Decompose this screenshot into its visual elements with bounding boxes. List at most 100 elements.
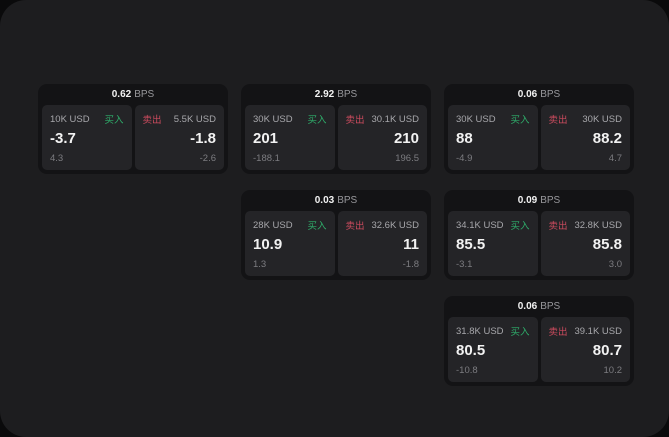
- sell-header-row: 卖出 39.1K USD: [548, 324, 623, 339]
- buy-price: 10.9: [253, 236, 283, 254]
- bps-unit-label: BPS: [540, 301, 561, 312]
- bps-unit-label: BPS: [337, 195, 358, 206]
- sell-price: 210: [393, 130, 419, 148]
- sell-quote-panel[interactable]: 卖出 32.6K USD 11 -1.8: [337, 211, 427, 276]
- sell-header-row: 卖出 30K USD: [548, 112, 623, 127]
- buy-size: 30K USD: [456, 113, 496, 125]
- card-header: 0.06 BPS: [444, 296, 634, 317]
- quote-card: 0.06 BPS 31.8K USD 买入 80.5 -10.8 卖出 39.1…: [444, 296, 634, 386]
- quote-panels: 10K USD 买入 -3.7 4.3 卖出 5.5K USD -1.8 -2.…: [38, 105, 228, 174]
- sell-side-label: 卖出: [548, 115, 568, 126]
- quote-card: 0.06 BPS 30K USD 买入 88 -4.9 卖出 30K USD 8…: [444, 84, 634, 174]
- quote-panels: 34.1K USD 买入 85.5 -3.1 卖出 32.8K USD 85.8…: [444, 211, 634, 280]
- buy-header-row: 30K USD 买入: [253, 112, 327, 127]
- buy-size: 31.8K USD: [456, 325, 504, 337]
- buy-quote-panel[interactable]: 34.1K USD 买入 85.5 -3.1: [448, 211, 538, 276]
- buy-delta: 4.3: [50, 153, 64, 164]
- buy-price: 88: [456, 130, 473, 148]
- buy-size: 34.1K USD: [456, 219, 504, 231]
- sell-quote-panel[interactable]: 卖出 32.8K USD 85.8 3.0: [540, 211, 630, 276]
- buy-side-label: 买入: [510, 327, 530, 338]
- sell-size: 32.8K USD: [574, 219, 622, 231]
- buy-delta: -3.1: [456, 259, 473, 270]
- quote-card: 2.92 BPS 30K USD 买入 201 -188.1 卖出 30.1K …: [241, 84, 431, 174]
- sell-size: 39.1K USD: [574, 325, 622, 337]
- bps-unit-label: BPS: [337, 89, 358, 100]
- bps-value: 0.06: [517, 301, 538, 312]
- sell-price: 11: [403, 236, 419, 254]
- buy-header-row: 28K USD 买入: [253, 218, 327, 233]
- quote-card: 0.62 BPS 10K USD 买入 -3.7 4.3 卖出 5.5K USD…: [38, 84, 228, 174]
- buy-header-row: 10K USD 买入: [50, 112, 124, 127]
- sell-quote-panel[interactable]: 卖出 39.1K USD 80.7 10.2: [540, 317, 630, 382]
- quote-panels: 28K USD 买入 10.9 1.3 卖出 32.6K USD 11 -1.8: [241, 211, 431, 280]
- sell-delta: 3.0: [608, 259, 622, 270]
- buy-quote-panel[interactable]: 30K USD 买入 201 -188.1: [245, 105, 335, 170]
- sell-delta: 10.2: [603, 365, 623, 376]
- sell-quote-panel[interactable]: 卖出 30K USD 88.2 4.7: [540, 105, 630, 170]
- buy-side-label: 买入: [307, 115, 327, 126]
- sell-quote-panel[interactable]: 卖出 5.5K USD -1.8 -2.6: [134, 105, 224, 170]
- sell-price: 80.7: [592, 342, 622, 360]
- bps-value: 0.62: [111, 89, 132, 100]
- sell-side-label: 卖出: [548, 327, 568, 338]
- buy-quote-panel[interactable]: 31.8K USD 买入 80.5 -10.8: [448, 317, 538, 382]
- sell-delta: 196.5: [395, 153, 419, 164]
- buy-price: 85.5: [456, 236, 486, 254]
- bps-value: 0.03: [314, 195, 335, 206]
- buy-delta: 1.3: [253, 259, 267, 270]
- buy-price: 80.5: [456, 342, 486, 360]
- buy-quote-panel[interactable]: 10K USD 买入 -3.7 4.3: [42, 105, 132, 170]
- quote-panels: 30K USD 买入 201 -188.1 卖出 30.1K USD 210 1…: [241, 105, 431, 174]
- sell-price: 88.2: [592, 130, 622, 148]
- sell-size: 5.5K USD: [173, 113, 216, 125]
- buy-delta: -4.9: [456, 153, 473, 164]
- buy-side-label: 买入: [104, 115, 124, 126]
- sell-header-row: 卖出 5.5K USD: [142, 112, 217, 127]
- sell-price: 85.8: [592, 236, 622, 254]
- buy-header-row: 34.1K USD 买入: [456, 218, 530, 233]
- buy-side-label: 买入: [510, 115, 530, 126]
- buy-header-row: 31.8K USD 买入: [456, 324, 530, 339]
- card-header: 0.03 BPS: [241, 190, 431, 211]
- sell-side-label: 卖出: [548, 221, 568, 232]
- sell-delta: 4.7: [608, 153, 622, 164]
- sell-side-label: 卖出: [142, 115, 162, 126]
- buy-side-label: 买入: [307, 221, 327, 232]
- quote-card: 0.09 BPS 34.1K USD 买入 85.5 -3.1 卖出 32.8K…: [444, 190, 634, 280]
- card-header: 0.62 BPS: [38, 84, 228, 105]
- buy-delta: -10.8: [456, 365, 478, 376]
- sell-size: 30K USD: [582, 113, 622, 125]
- bps-value: 0.09: [517, 195, 538, 206]
- sell-header-row: 卖出 30.1K USD: [345, 112, 420, 127]
- buy-quote-panel[interactable]: 30K USD 买入 88 -4.9: [448, 105, 538, 170]
- sell-size: 30.1K USD: [371, 113, 419, 125]
- bps-value: 0.06: [517, 89, 538, 100]
- sell-header-row: 卖出 32.8K USD: [548, 218, 623, 233]
- quote-card: 0.03 BPS 28K USD 买入 10.9 1.3 卖出 32.6K US…: [241, 190, 431, 280]
- sell-header-row: 卖出 32.6K USD: [345, 218, 420, 233]
- buy-price: 201: [253, 130, 279, 148]
- card-header: 2.92 BPS: [241, 84, 431, 105]
- buy-header-row: 30K USD 买入: [456, 112, 530, 127]
- bps-unit-label: BPS: [540, 195, 561, 206]
- buy-quote-panel[interactable]: 28K USD 买入 10.9 1.3: [245, 211, 335, 276]
- buy-side-label: 买入: [510, 221, 530, 232]
- sell-price: -1.8: [190, 130, 216, 148]
- bps-value: 2.92: [314, 89, 335, 100]
- quote-panels: 31.8K USD 买入 80.5 -10.8 卖出 39.1K USD 80.…: [444, 317, 634, 386]
- sell-quote-panel[interactable]: 卖出 30.1K USD 210 196.5: [337, 105, 427, 170]
- sell-side-label: 卖出: [345, 221, 365, 232]
- sell-size: 32.6K USD: [371, 219, 419, 231]
- buy-size: 10K USD: [50, 113, 90, 125]
- sell-delta: -2.6: [199, 153, 216, 164]
- buy-size: 28K USD: [253, 219, 293, 231]
- buy-price: -3.7: [50, 130, 76, 148]
- bps-unit-label: BPS: [540, 89, 561, 100]
- bps-unit-label: BPS: [134, 89, 155, 100]
- buy-size: 30K USD: [253, 113, 293, 125]
- sell-side-label: 卖出: [345, 115, 365, 126]
- buy-delta: -188.1: [253, 153, 280, 164]
